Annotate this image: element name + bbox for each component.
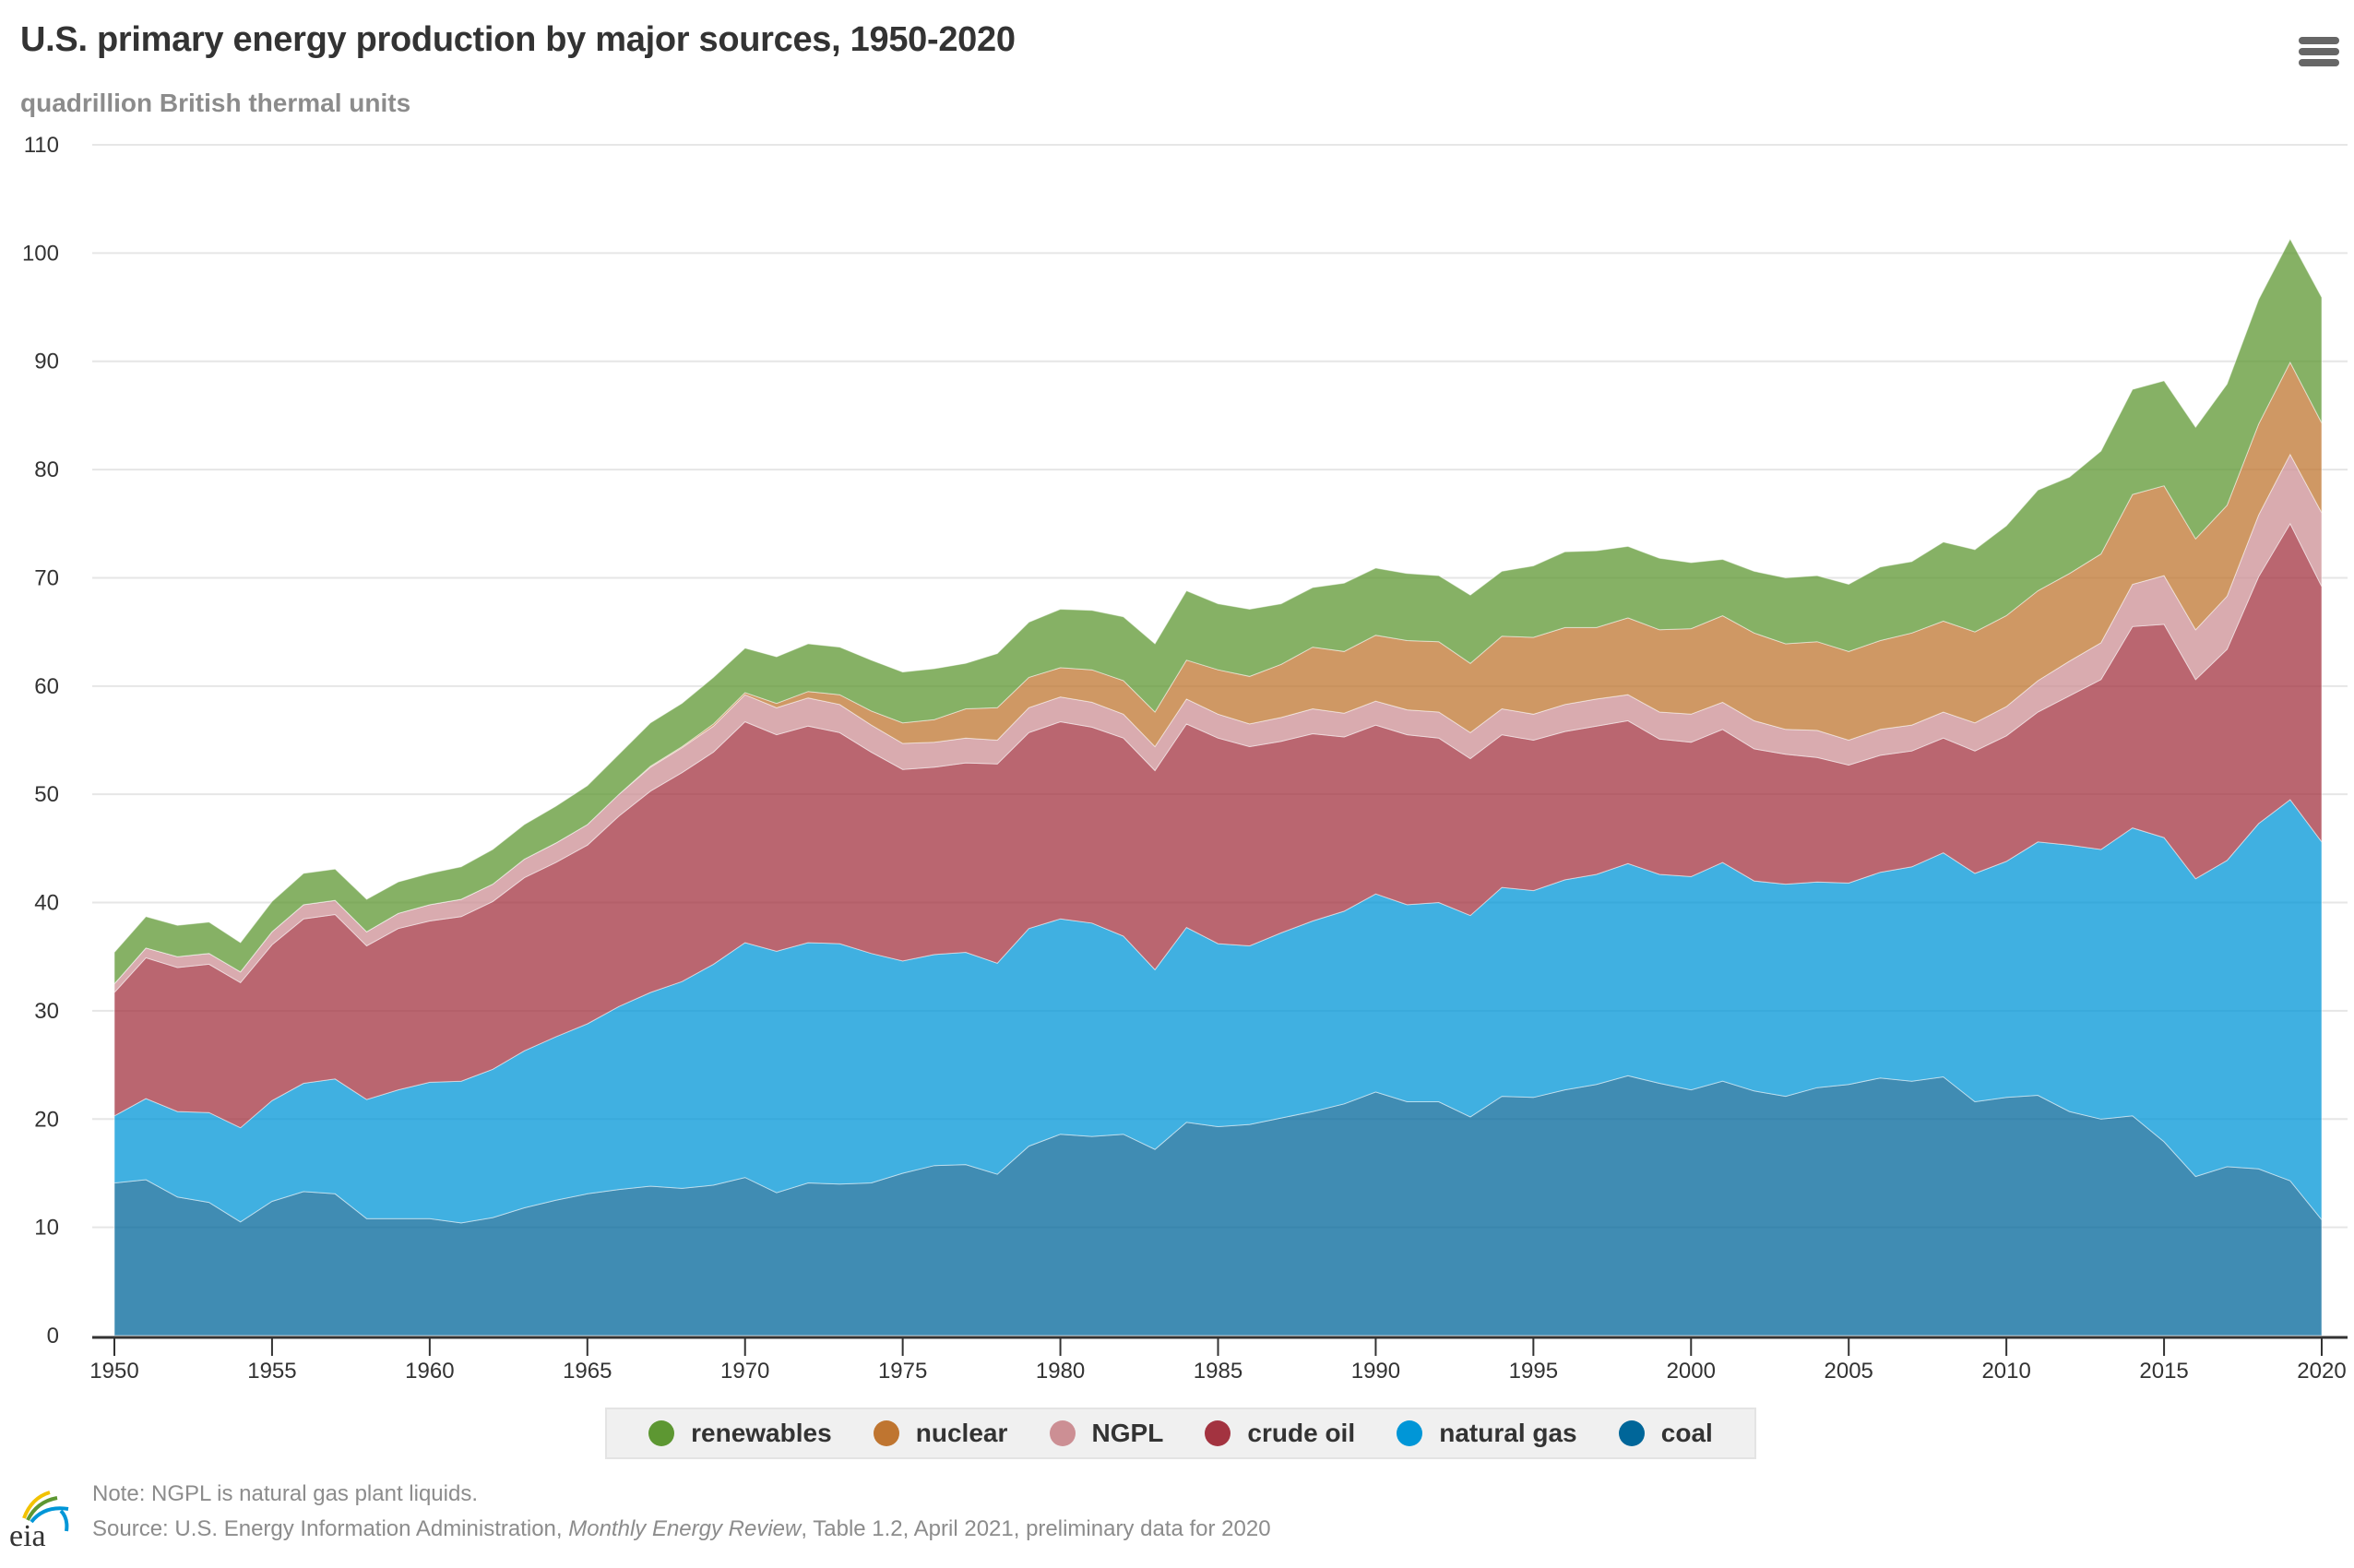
y-tick-label: 50 [34, 782, 59, 807]
legend-item-coal[interactable]: coal [1618, 1419, 1713, 1448]
x-tick-label: 1975 [878, 1359, 927, 1384]
legend-marker-icon [1049, 1420, 1076, 1446]
menu-bar [2299, 59, 2339, 66]
x-tick-label: 1985 [1194, 1359, 1242, 1384]
legend-label: nuclear [915, 1419, 1008, 1447]
legend-marker-icon [648, 1420, 675, 1446]
x-tick-label: 2015 [2139, 1359, 2188, 1384]
x-tick-label: 1950 [89, 1359, 138, 1384]
y-tick-label: 40 [34, 891, 59, 916]
eia-logo-icon: eia [9, 1491, 69, 1550]
legend-item-renewables[interactable]: renewables [648, 1419, 832, 1448]
source-prefix: Source: U.S. Energy Information Administ… [92, 1516, 569, 1541]
x-tick-label: 2020 [2297, 1359, 2346, 1384]
y-tick-label: 10 [34, 1216, 59, 1241]
x-tick-label: 1960 [405, 1359, 454, 1384]
legend: renewables nuclear NGPL crude oil natural ga… [605, 1408, 1756, 1459]
chart-title: U.S. primary energy production by major … [20, 20, 1016, 59]
x-tick-label: 2010 [1981, 1359, 2030, 1384]
y-axis: 0 10 20 30 40 50 60 70 80 90 100 110 [22, 133, 59, 1348]
x-tick-label: 1995 [1509, 1359, 1558, 1384]
y-tick-label: 110 [24, 133, 59, 158]
y-tick-label: 0 [47, 1324, 59, 1348]
legend-item-crude-oil[interactable]: crude oil [1205, 1419, 1355, 1448]
menu-bar [2299, 37, 2339, 44]
y-tick-label: 20 [34, 1107, 59, 1132]
legend-marker-icon [1397, 1420, 1423, 1446]
legend-marker-icon [1205, 1420, 1231, 1446]
legend-label: natural gas [1439, 1419, 1577, 1447]
x-tick-label: 1970 [720, 1359, 769, 1384]
x-tick-label: 2000 [1667, 1359, 1716, 1384]
y-tick-label: 90 [34, 350, 59, 374]
area-renewables[interactable] [113, 238, 2323, 985]
x-axis: 1950 1955 1960 1965 1970 1975 1980 1985 1990 1995… [89, 1336, 2348, 1384]
chart-subtitle: quadrillion British thermal units [20, 89, 411, 117]
y-tick-label: 80 [34, 457, 59, 482]
legend-marker-icon [873, 1420, 899, 1446]
menu-bar [2299, 48, 2339, 55]
eia-logo-text: eia [9, 1519, 46, 1550]
source-line: Source: U.S. Energy Information Administ… [92, 1516, 1271, 1542]
y-tick-label: 70 [34, 565, 59, 590]
source-publication: Monthly Energy Review [568, 1516, 802, 1541]
legend-item-ngpl[interactable]: NGPL [1049, 1419, 1164, 1448]
x-tick-label: 1990 [1351, 1359, 1400, 1384]
x-tick-label: 1955 [247, 1359, 296, 1384]
area-series-group [113, 238, 2323, 1336]
x-tick-label: 1980 [1036, 1359, 1085, 1384]
source-suffix: , Table 1.2, April 2021, preliminary dat… [801, 1516, 1271, 1541]
legend-item-nuclear[interactable]: nuclear [873, 1419, 1008, 1448]
legend-marker-icon [1618, 1420, 1645, 1446]
y-tick-label: 30 [34, 999, 59, 1024]
x-tick-label: 1965 [563, 1359, 612, 1384]
x-tick-label: 2005 [1825, 1359, 1873, 1384]
legend-item-natural-gas[interactable]: natural gas [1397, 1419, 1577, 1448]
hamburger-menu-icon[interactable] [2299, 37, 2339, 70]
legend-label: renewables [691, 1419, 832, 1447]
y-tick-label: 60 [34, 674, 59, 699]
legend-label: coal [1660, 1419, 1713, 1447]
footnote: Note: NGPL is natural gas plant liquids. [92, 1481, 478, 1506]
y-tick-label: 100 [22, 241, 59, 266]
legend-label: NGPL [1091, 1419, 1164, 1447]
stacked-area-chart: 1950 1955 1960 1965 1970 1975 1980 1985 1990 1995… [22, 133, 2348, 1384]
legend-label: crude oil [1247, 1419, 1356, 1447]
